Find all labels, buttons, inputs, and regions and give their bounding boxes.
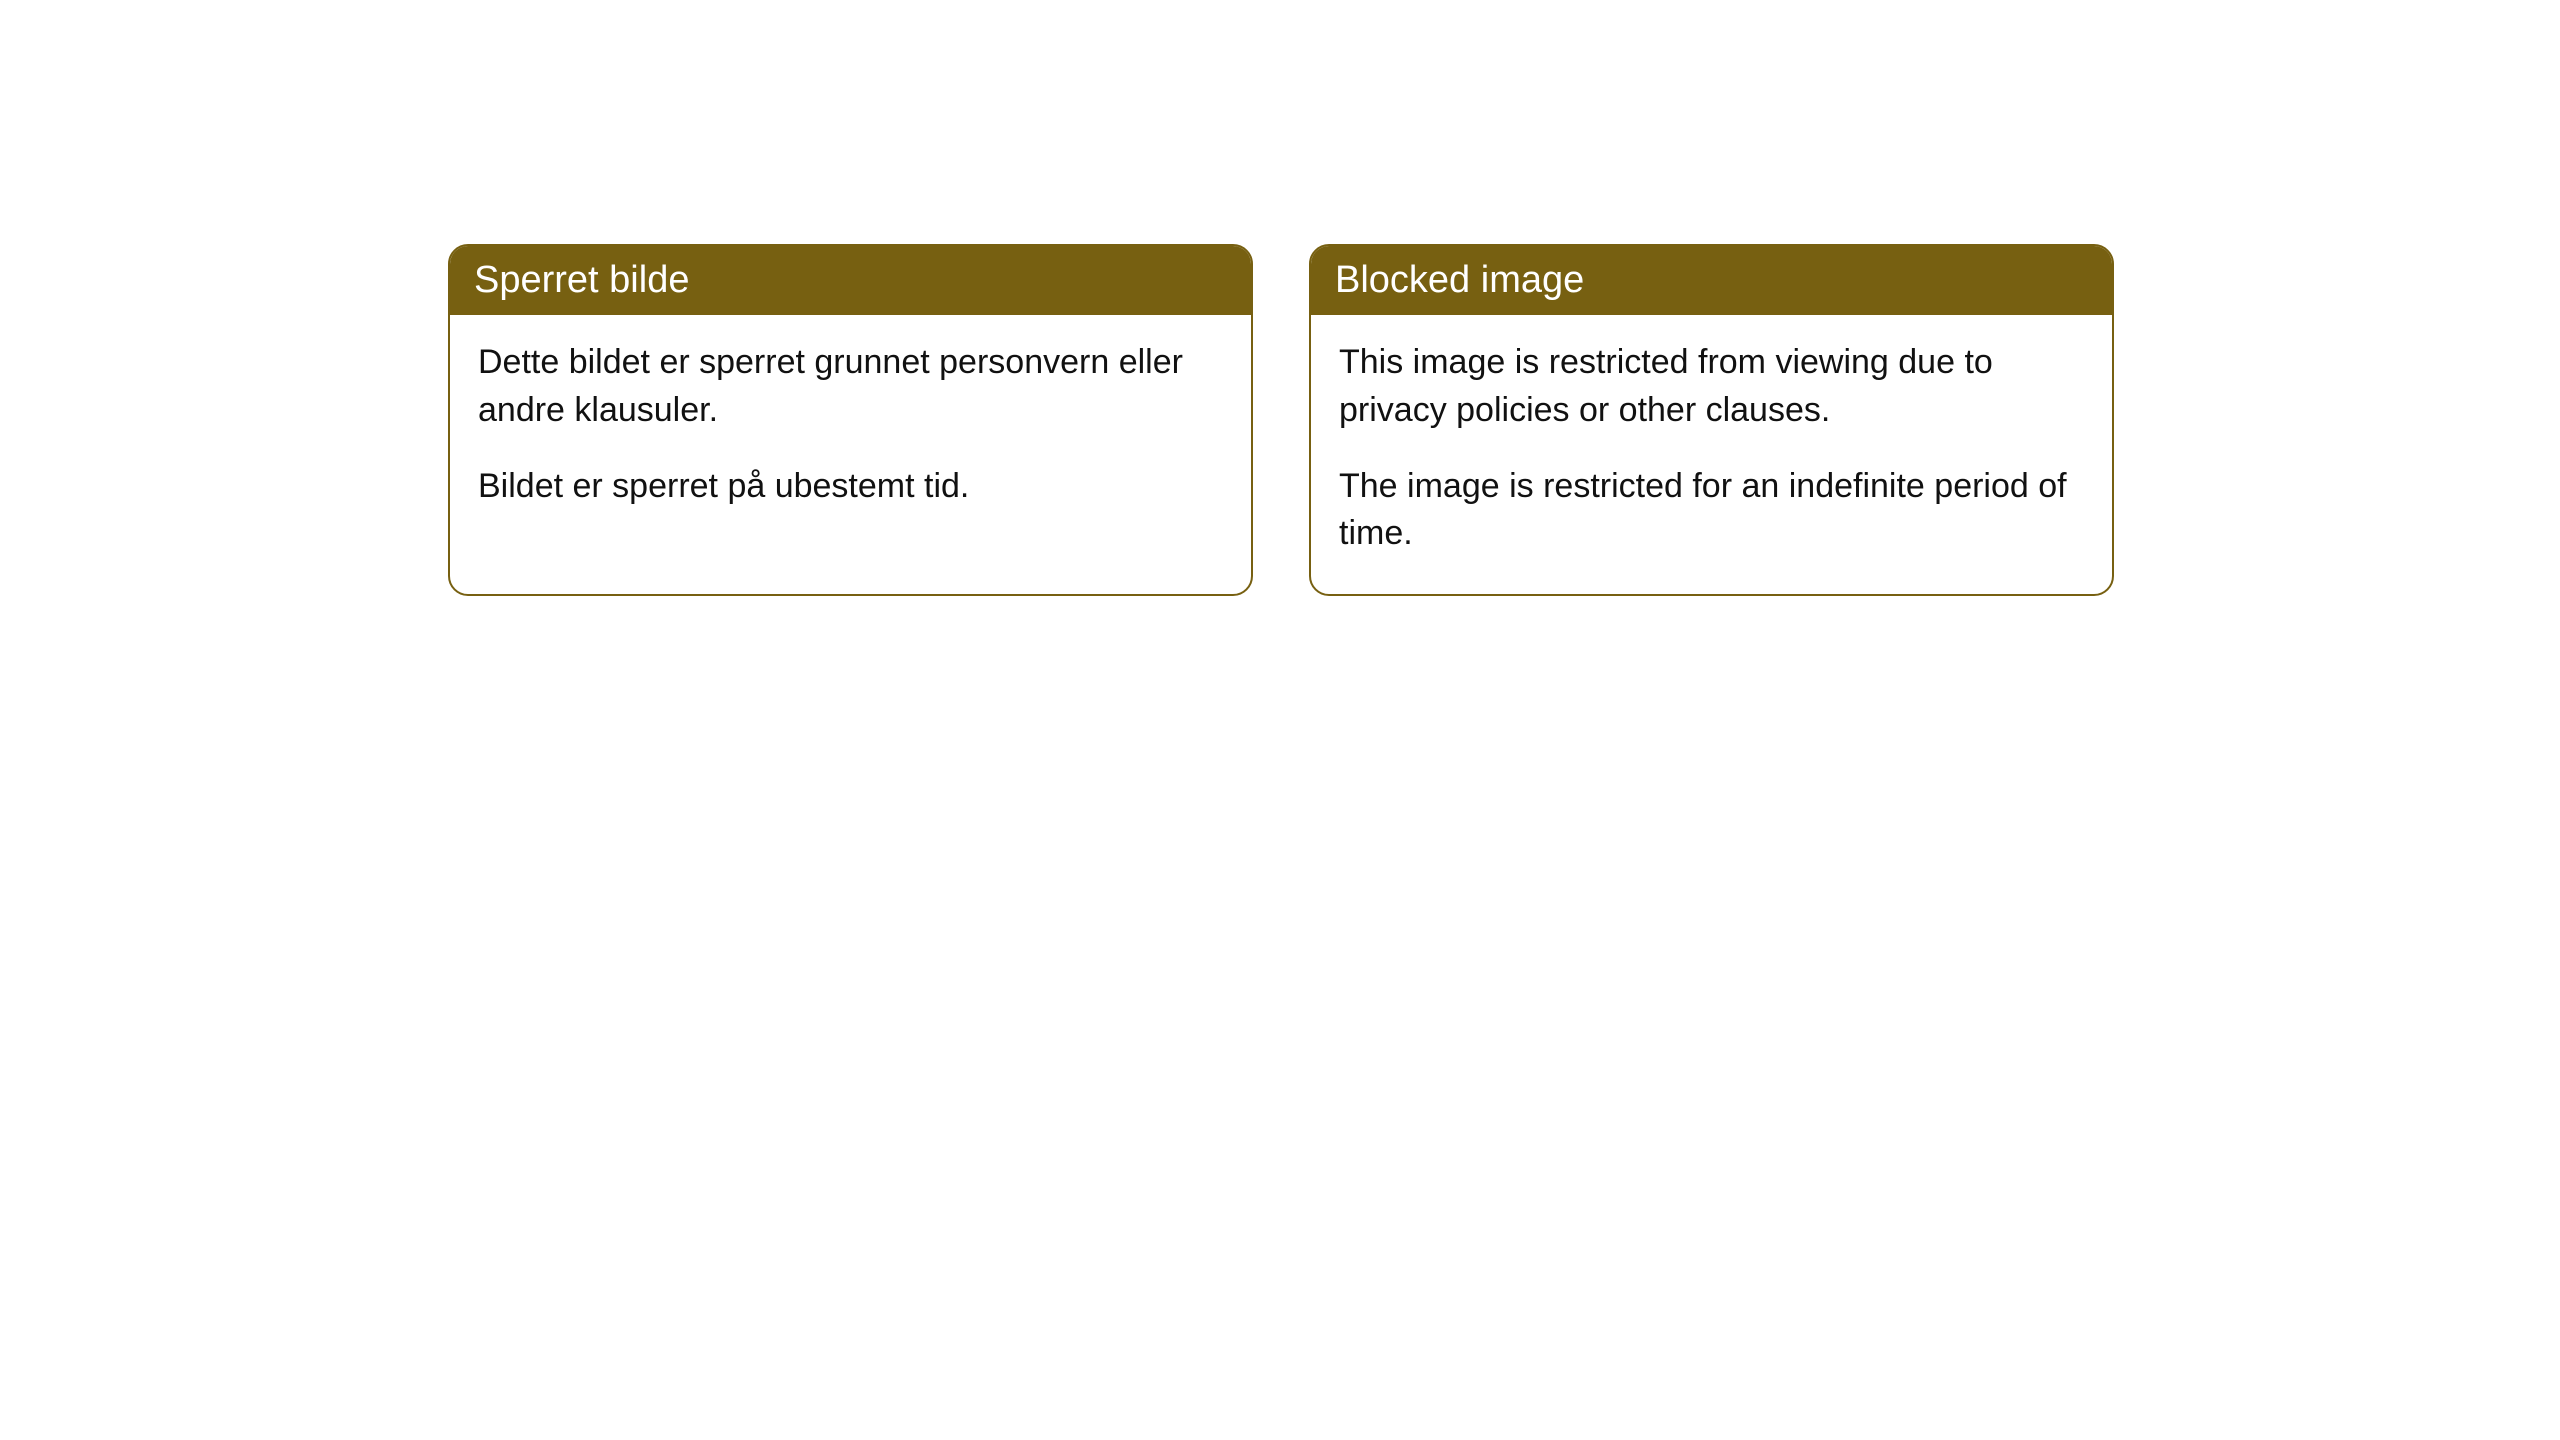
- card-body: This image is restricted from viewing du…: [1311, 315, 2112, 593]
- notice-card-norwegian: Sperret bilde Dette bildet er sperret gr…: [448, 244, 1253, 596]
- card-header: Blocked image: [1311, 246, 2112, 315]
- card-paragraph: Bildet er sperret på ubestemt tid.: [478, 463, 1223, 511]
- card-paragraph: This image is restricted from viewing du…: [1339, 339, 2084, 434]
- card-paragraph: The image is restricted for an indefinit…: [1339, 463, 2084, 558]
- card-title: Blocked image: [1335, 259, 1584, 301]
- card-header: Sperret bilde: [450, 246, 1251, 315]
- notice-cards-container: Sperret bilde Dette bildet er sperret gr…: [448, 244, 2114, 596]
- card-paragraph: Dette bildet er sperret grunnet personve…: [478, 339, 1223, 434]
- notice-card-english: Blocked image This image is restricted f…: [1309, 244, 2114, 596]
- card-body: Dette bildet er sperret grunnet personve…: [450, 315, 1251, 546]
- card-title: Sperret bilde: [474, 259, 689, 301]
